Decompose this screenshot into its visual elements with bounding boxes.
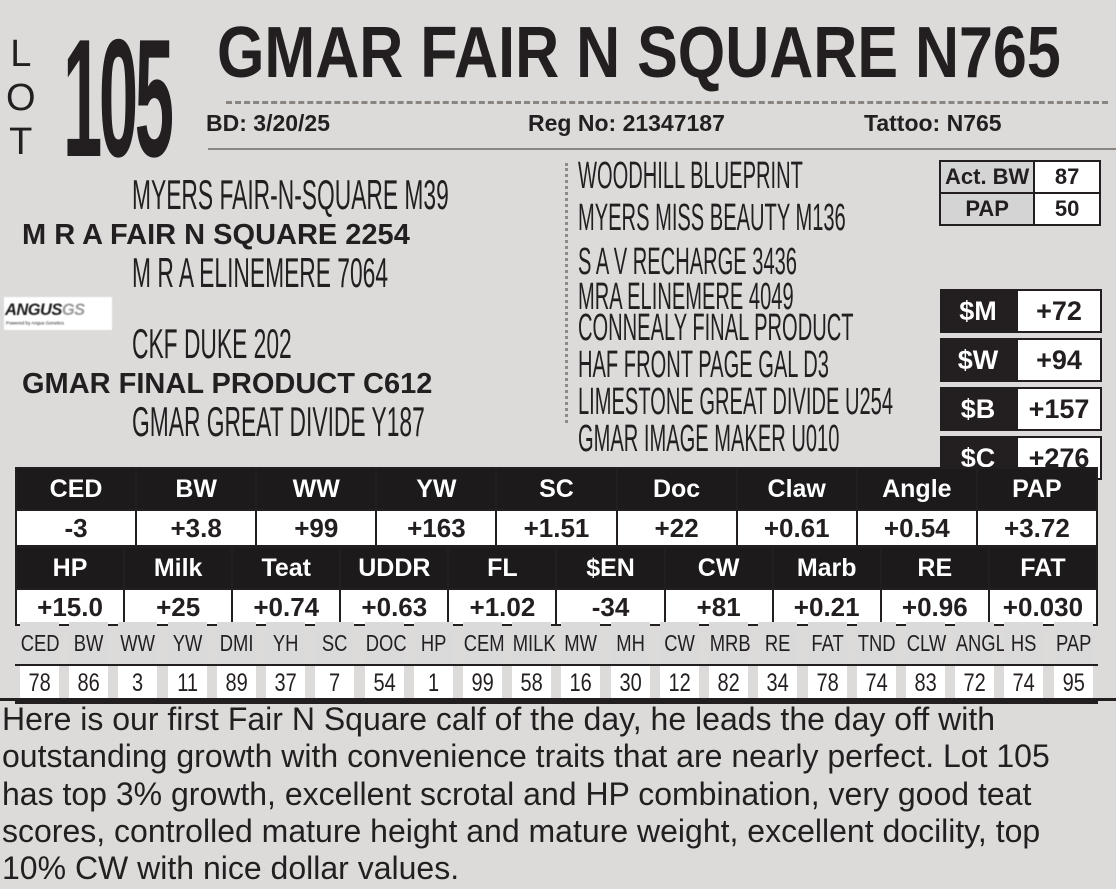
- svg-text:ANGUSGS: ANGUSGS: [4, 301, 85, 319]
- svg-text:Powered by Angus Genetics: Powered by Angus Genetics: [6, 320, 65, 325]
